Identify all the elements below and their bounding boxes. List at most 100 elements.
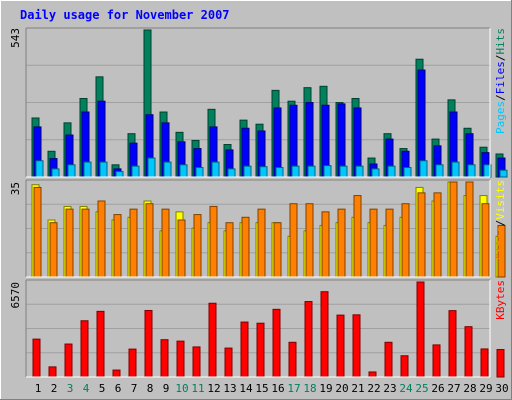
bar-sites-day-15: [257, 208, 266, 278]
bar-sites-day-12: [209, 205, 218, 278]
legend-middle: Sites/Visits: [494, 180, 507, 260]
bar-kbytes-day-5: [96, 310, 105, 378]
bar-sites-day-14: [241, 216, 250, 278]
bar-pages-day-11: [195, 167, 204, 178]
legend-separator: /: [494, 94, 507, 101]
bar-pages-day-14: [243, 165, 252, 178]
bar-sites-day-21: [353, 195, 362, 278]
bar-kbytes-day-23: [384, 341, 393, 378]
bar-pages-day-7: [131, 165, 140, 178]
bar-sites-day-22: [369, 208, 378, 278]
bar-pages-day-26: [435, 164, 444, 178]
bar-kbytes-day-18: [304, 301, 313, 378]
x-label-day-12: 12: [207, 382, 220, 395]
bar-sites-day-26: [433, 192, 442, 278]
bar-kbytes-day-24: [400, 355, 409, 378]
bar-pages-day-21: [355, 165, 364, 178]
legend-visits: Visits: [494, 180, 507, 220]
bar-kbytes-day-10: [176, 340, 185, 378]
bar-sites-day-4: [81, 208, 90, 278]
x-label-day-7: 7: [131, 382, 138, 395]
bar-sites-day-9: [161, 208, 170, 278]
x-label-day-11: 11: [191, 382, 204, 395]
bar-pages-day-6: [115, 171, 124, 178]
y-max-label: 35: [9, 182, 22, 195]
bar-kbytes-day-7: [128, 348, 137, 378]
x-label-day-3: 3: [67, 382, 74, 395]
x-label-day-5: 5: [99, 382, 106, 395]
bar-pages-day-22: [371, 168, 380, 178]
x-label-day-28: 28: [463, 382, 476, 395]
bar-sites-day-7: [129, 208, 138, 278]
x-label-day-15: 15: [255, 382, 268, 395]
y-max-label: 543: [9, 28, 22, 48]
bar-kbytes-day-17: [288, 341, 297, 378]
bar-sites-day-1: [33, 186, 42, 278]
x-label-day-13: 13: [223, 382, 236, 395]
bar-pages-day-25: [419, 160, 428, 178]
y-max-label: 6570: [9, 282, 22, 309]
x-label-day-16: 16: [271, 382, 284, 395]
bar-kbytes-day-8: [144, 309, 153, 378]
bar-kbytes-day-22: [368, 371, 377, 378]
bar-kbytes-day-20: [336, 314, 345, 378]
bar-sites-day-6: [113, 214, 122, 278]
x-label-day-24: 24: [399, 382, 413, 395]
bar-pages-day-15: [259, 166, 268, 178]
bar-pages-day-10: [179, 164, 188, 178]
bar-pages-day-17: [291, 165, 300, 178]
x-label-day-10: 10: [175, 382, 188, 395]
chart-title: Daily usage for November 2007: [20, 8, 230, 22]
bar-pages-day-28: [467, 164, 476, 178]
legend-files: Files: [494, 61, 507, 94]
bar-pages-day-9: [163, 161, 172, 178]
panel-bottom: 6570 KBytes: [9, 279, 507, 378]
bar-sites-day-3: [65, 208, 74, 278]
bar-pages-day-5: [99, 161, 108, 178]
bar-sites-day-5: [97, 200, 106, 278]
bar-kbytes-day-13: [224, 347, 233, 378]
bar-kbytes-day-6: [112, 369, 121, 378]
bar-pages-day-3: [67, 164, 76, 178]
bar-pages-day-2: [51, 168, 60, 178]
legend-sites: Sites: [494, 226, 507, 259]
bar-kbytes-day-15: [256, 322, 265, 378]
bar-kbytes-day-3: [64, 343, 73, 378]
x-label-day-26: 26: [431, 382, 444, 395]
bar-sites-day-30: [497, 224, 506, 278]
x-label-day-4: 4: [83, 382, 90, 395]
bar-kbytes-day-25: [416, 281, 425, 378]
bar-pages-day-20: [339, 165, 348, 178]
bar-kbytes-day-28: [464, 326, 473, 378]
bar-pages-day-27: [451, 161, 460, 178]
x-axis-labels: 1 2 3 4 5 6 7 8 9 10 11 12 13 14 15 16 17 18 19 20 21 22 23 24 2…: [35, 382, 512, 395]
bar-kbytes-day-1: [32, 338, 41, 378]
x-label-day-20: 20: [335, 382, 348, 395]
bar-sites-day-23: [385, 208, 394, 278]
legend-pages: Pages: [494, 101, 507, 134]
bar-kbytes-day-29: [480, 348, 489, 378]
bar-kbytes-day-4: [80, 320, 89, 378]
legend-hits: Hits: [494, 28, 507, 55]
bar-sites-day-25: [417, 192, 426, 278]
x-label-day-27: 27: [447, 382, 460, 395]
bar-files-day-16: [273, 107, 282, 178]
x-label-day-8: 8: [147, 382, 154, 395]
bar-kbytes-day-11: [192, 346, 201, 378]
bar-sites-day-27: [449, 181, 458, 278]
bar-kbytes-day-27: [448, 310, 457, 378]
bar-sites-day-11: [193, 214, 202, 278]
bar-kbytes-day-19: [320, 291, 329, 378]
bar-pages-day-23: [387, 165, 396, 178]
bar-pages-day-8: [147, 157, 156, 178]
bar-kbytes-day-2: [48, 366, 57, 378]
bar-pages-day-4: [83, 161, 92, 178]
x-label-day-25: 25: [415, 382, 428, 395]
bar-kbytes-day-16: [272, 308, 281, 378]
bar-kbytes-day-9: [160, 339, 169, 378]
bar-kbytes-day-14: [240, 321, 249, 378]
x-label-day-29: 29: [479, 382, 492, 395]
